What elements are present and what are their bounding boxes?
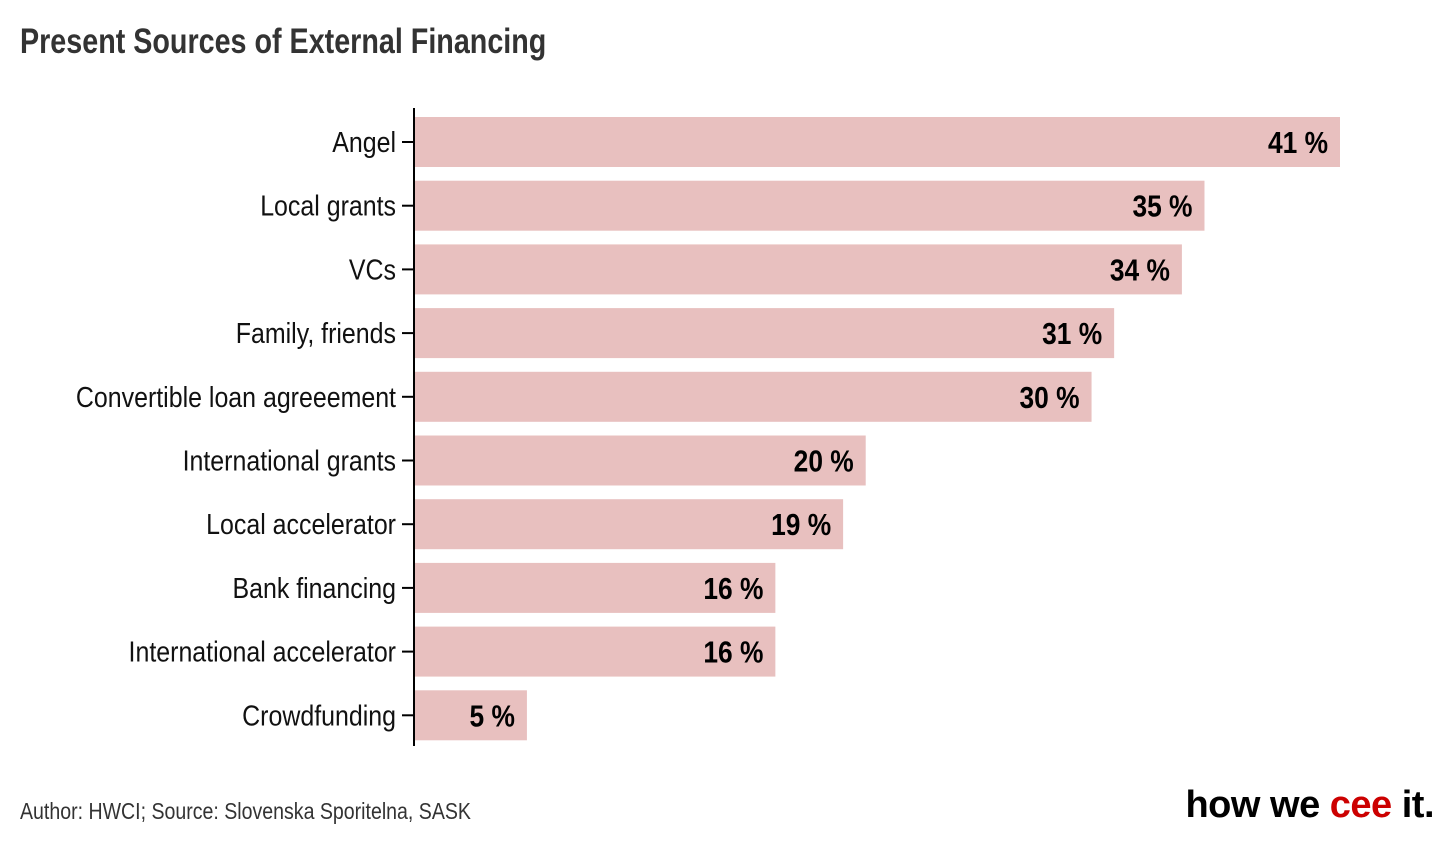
bar bbox=[414, 244, 1182, 295]
bar bbox=[414, 308, 1115, 359]
category-label: International accelerator bbox=[129, 636, 396, 668]
category-label: Local grants bbox=[260, 190, 396, 222]
category-label: Family, friends bbox=[236, 317, 396, 349]
category-label: Local accelerator bbox=[206, 508, 396, 540]
value-label: 30 % bbox=[1020, 381, 1080, 415]
value-label: 41 % bbox=[1268, 126, 1328, 160]
category-label: VCs bbox=[349, 254, 396, 286]
bar bbox=[414, 499, 844, 550]
category-label: International grants bbox=[183, 445, 396, 477]
logo-text-2: it. bbox=[1391, 784, 1435, 826]
category-label: Angel bbox=[332, 126, 396, 158]
bar bbox=[414, 117, 1340, 167]
bar bbox=[414, 562, 776, 613]
bar bbox=[414, 180, 1205, 231]
chart-title: Present Sources of External Financing bbox=[20, 22, 547, 61]
bar bbox=[414, 690, 527, 741]
brand-logo: how we cee it. bbox=[1185, 784, 1434, 827]
logo-text-1: how we bbox=[1185, 784, 1330, 826]
value-label: 19 % bbox=[771, 508, 831, 542]
bar bbox=[414, 371, 1092, 422]
category-label: Convertible loan agreeement bbox=[76, 381, 397, 413]
bar bbox=[414, 435, 866, 486]
value-label: 34 % bbox=[1110, 253, 1170, 287]
category-label: Bank financing bbox=[232, 572, 396, 604]
bar bbox=[414, 626, 776, 677]
value-label: 20 % bbox=[794, 445, 854, 479]
value-label: 5 % bbox=[470, 699, 515, 733]
category-label: Crowdfunding bbox=[242, 700, 396, 732]
value-label: 16 % bbox=[703, 636, 763, 670]
logo-text-accent: cee bbox=[1329, 784, 1392, 826]
value-label: 16 % bbox=[703, 572, 763, 606]
value-label: 35 % bbox=[1132, 190, 1192, 224]
source-note: Author: HWCI; Source: Slovenska Sporitel… bbox=[20, 798, 471, 824]
value-label: 31 % bbox=[1042, 317, 1102, 351]
